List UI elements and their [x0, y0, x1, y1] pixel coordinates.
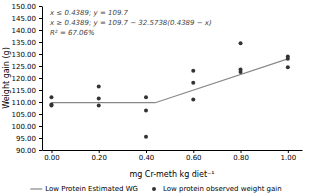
legend-swatch — [30, 188, 42, 189]
x-tick-mark — [51, 150, 52, 153]
x-tick: 0.80 — [233, 150, 249, 162]
point — [144, 95, 148, 99]
y-tick-label: 100.00 — [12, 123, 37, 131]
y-tick: 110.00 — [12, 99, 43, 107]
legend-item: Low Protein Estimated WG — [30, 185, 138, 193]
x-tick: 0.00 — [44, 150, 60, 162]
x-axis-line — [43, 150, 303, 151]
point — [97, 84, 101, 88]
plot-marks — [49, 41, 289, 139]
x-tick: 0.20 — [91, 150, 107, 162]
y-tick: 150.00 — [12, 3, 43, 11]
y-tick-label: 150.00 — [12, 3, 37, 11]
x-tick-mark — [241, 150, 242, 153]
y-tick-mark — [39, 114, 42, 115]
y-tick-mark — [39, 6, 42, 7]
x-tick-mark — [193, 150, 194, 153]
x-tick-mark — [288, 150, 289, 153]
x-tick-mark — [99, 150, 100, 153]
y-tick-mark — [39, 150, 42, 151]
y-tick-label: 135.00 — [12, 39, 37, 47]
y-tick-mark — [39, 78, 42, 79]
y-tick: 135.00 — [12, 39, 43, 47]
chart: 0.00 0.20 0.40 0.60 0.80 1.00 90.00 95.00 100.00… — [0, 0, 312, 196]
y-tick-mark — [39, 42, 42, 43]
y-tick-label: 140.00 — [12, 27, 37, 35]
x-axis: 0.00 0.20 0.40 0.60 0.80 1.00 — [43, 150, 303, 162]
x-tick-label: 0.60 — [186, 154, 202, 162]
line — [51, 59, 287, 103]
y-tick: 95.00 — [16, 135, 42, 143]
y-tick-label: 130.00 — [12, 51, 37, 59]
legend: Low Protein Estimated WG Low protein obse… — [30, 185, 281, 193]
y-tick-label: 90.00 — [16, 147, 36, 155]
y-tick: 105.00 — [12, 111, 43, 119]
y-tick-label: 120.00 — [12, 75, 37, 83]
y-tick-label: 125.00 — [12, 63, 37, 71]
point — [144, 135, 148, 139]
point — [97, 104, 101, 108]
legend-swatch — [152, 187, 156, 191]
point — [286, 65, 290, 69]
y-tick-mark — [39, 90, 42, 91]
annotation: R² = 67.06% — [50, 29, 95, 37]
point — [49, 104, 53, 108]
x-tick-label: 0.00 — [44, 154, 60, 162]
y-tick-label: 115.00 — [12, 87, 37, 95]
y-tick-label: 95.00 — [16, 135, 36, 143]
y-tick-label: 145.00 — [12, 15, 37, 23]
legend-label: Low protein observed weight gain — [163, 185, 282, 193]
x-tick-label: 1.00 — [281, 154, 297, 162]
legend-label: Low Protein Estimated WG — [45, 185, 138, 193]
point — [191, 69, 195, 73]
x-axis-title: mg Cr-meth kg diet⁻¹ — [129, 170, 214, 179]
y-tick-label: 105.00 — [12, 111, 37, 119]
point — [191, 98, 195, 102]
point — [239, 41, 243, 45]
y-tick: 125.00 — [12, 63, 43, 71]
point — [191, 81, 195, 85]
y-tick-mark — [39, 54, 42, 55]
y-tick: 90.00 — [16, 147, 42, 155]
legend-item: Low protein observed weight gain — [152, 185, 282, 193]
annotation: x ≥ 0.4389; y = 109.7 − 32.5738(0.4389 −… — [49, 19, 212, 27]
point — [286, 57, 290, 61]
x-tick-label: 0.40 — [139, 154, 155, 162]
y-tick-mark — [39, 30, 42, 31]
x-tick: 0.40 — [139, 150, 155, 162]
annotation: x ≤ 0.4389; y = 109.7 — [49, 9, 129, 17]
point — [97, 96, 101, 100]
y-tick-mark — [39, 66, 42, 67]
point — [49, 95, 53, 99]
x-tick-label: 0.20 — [91, 154, 107, 162]
y-tick: 130.00 — [12, 51, 43, 59]
y-tick-label: 110.00 — [12, 99, 37, 107]
y-tick: 100.00 — [12, 123, 43, 131]
y-tick-mark — [39, 126, 42, 127]
y-axis-title: Weight gain (g) — [2, 47, 11, 109]
y-tick-mark — [39, 18, 42, 19]
y-axis: 90.00 95.00 100.00 105.00 110.00 115.00 120.00… — [12, 3, 43, 155]
y-tick: 145.00 — [12, 15, 43, 23]
point — [144, 108, 148, 112]
x-tick-label: 0.80 — [233, 154, 249, 162]
y-axis-line — [42, 7, 43, 151]
x-tick-mark — [146, 150, 147, 153]
x-tick: 1.00 — [281, 150, 297, 162]
x-tick: 0.60 — [186, 150, 202, 162]
point — [239, 70, 243, 74]
y-tick-mark — [39, 102, 42, 103]
y-tick-mark — [39, 138, 42, 139]
y-tick: 140.00 — [12, 27, 43, 35]
y-tick: 120.00 — [12, 75, 43, 83]
annotations: x ≤ 0.4389; y = 109.7 x ≥ 0.4389; y = 109… — [49, 9, 212, 37]
y-tick: 115.00 — [12, 87, 43, 95]
